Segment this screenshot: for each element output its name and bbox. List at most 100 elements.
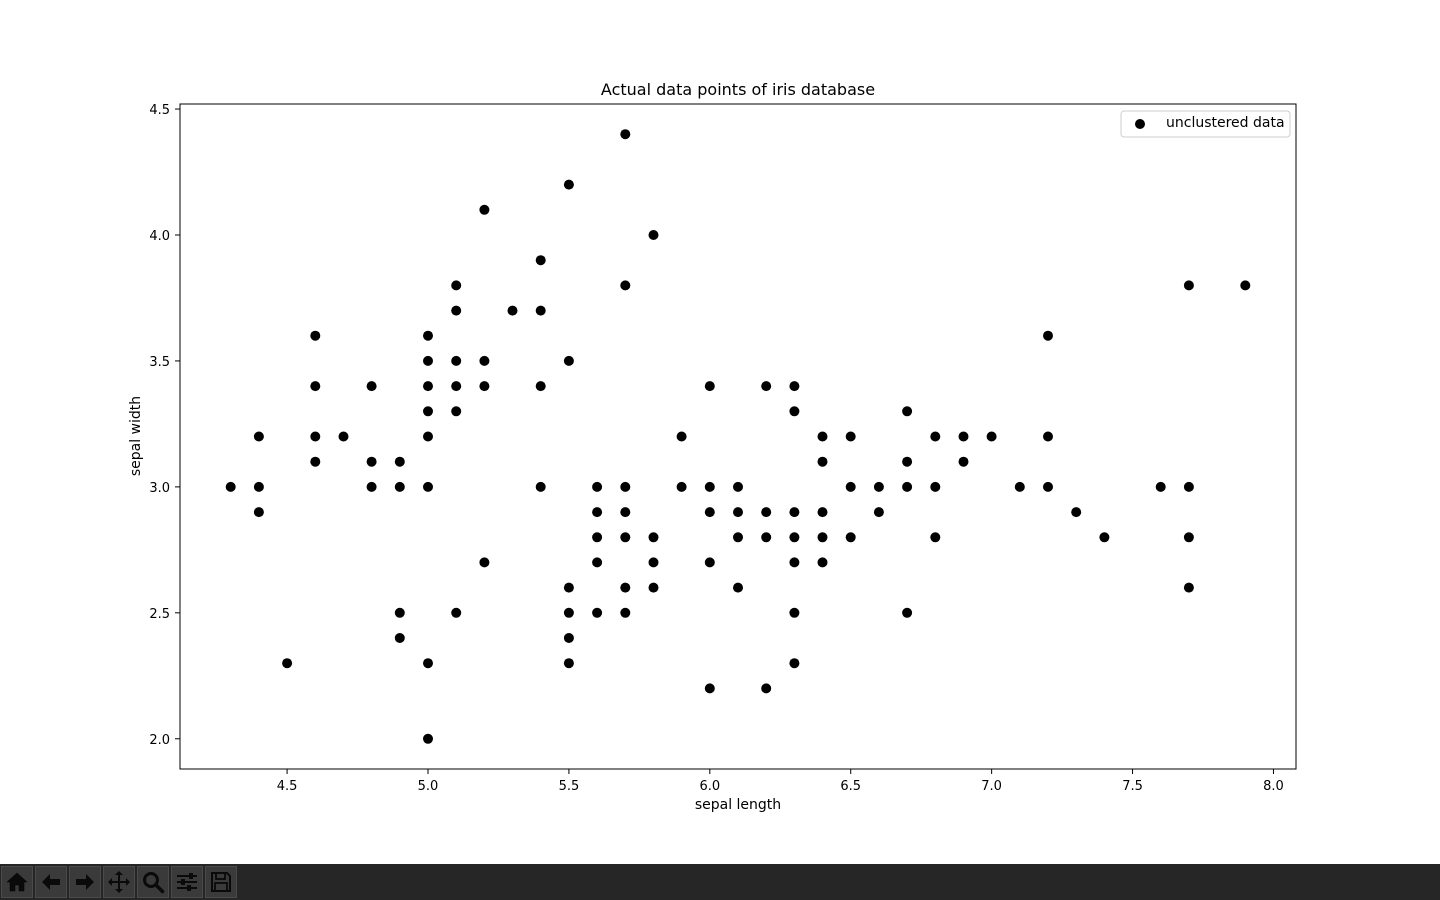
pan-button[interactable] [103, 866, 135, 898]
data-point [761, 532, 772, 543]
data-point [620, 532, 631, 543]
data-point [620, 280, 631, 291]
x-tick-label: 8.0 [1263, 779, 1284, 794]
configure-subplots-button[interactable] [171, 866, 203, 898]
data-point [423, 330, 433, 341]
legend-marker [1135, 119, 1145, 129]
data-point [704, 557, 715, 568]
data-points [225, 129, 1251, 744]
data-point [902, 406, 913, 417]
home-icon [6, 872, 28, 892]
data-point [563, 607, 574, 618]
data-point [902, 456, 913, 467]
data-point [310, 456, 321, 467]
data-point [873, 481, 884, 492]
legend: unclustered data [1120, 110, 1291, 138]
x-axis-label: sepal length [695, 797, 781, 813]
data-point [620, 507, 631, 518]
data-point [1155, 481, 1166, 492]
data-point [817, 557, 828, 568]
arrow-right-icon [76, 874, 94, 890]
y-axis-label: sepal width [128, 396, 144, 476]
data-point [958, 431, 969, 442]
data-point [648, 230, 659, 240]
data-point [451, 381, 462, 392]
legend-box [1120, 110, 1291, 138]
data-point [423, 355, 433, 366]
y-tick-label: 4.5 [149, 103, 170, 118]
data-point [845, 431, 856, 442]
data-point [451, 305, 462, 316]
data-point [789, 381, 800, 392]
data-point [620, 582, 631, 593]
arrow-left-icon [42, 874, 60, 890]
data-point [817, 532, 828, 543]
data-point [253, 481, 264, 492]
data-point [507, 305, 518, 316]
data-point [253, 431, 264, 442]
data-point [902, 607, 913, 618]
y-tick-label: 2.5 [149, 607, 170, 622]
y-axis-ticks: 2.0 2.5 3.0 3.5 4.0 4.5 [149, 103, 180, 748]
zoom-button[interactable] [137, 866, 169, 898]
data-point [845, 481, 856, 492]
scatter-chart[interactable]: Actual data points of iris database 4.5 5… [0, 0, 1440, 864]
forward-button[interactable] [69, 866, 101, 898]
data-point [930, 431, 941, 442]
magnifier-icon [143, 872, 165, 894]
y-tick-label: 2.0 [149, 733, 170, 748]
y-tick-label: 4.0 [149, 229, 170, 244]
data-point [930, 532, 941, 543]
floppy-disk-icon [211, 872, 231, 892]
data-point [789, 532, 800, 543]
data-point [648, 557, 659, 568]
data-point [592, 607, 603, 618]
data-point [592, 481, 603, 492]
data-point [902, 481, 913, 492]
data-point [620, 481, 631, 492]
navigation-toolbar [0, 864, 1440, 900]
data-point [761, 381, 772, 392]
data-point [282, 658, 293, 669]
data-point [789, 507, 800, 518]
data-point [479, 204, 490, 215]
data-point [733, 582, 743, 593]
data-point [592, 532, 603, 543]
data-point [338, 431, 349, 442]
data-point [704, 507, 715, 518]
x-tick-label: 7.5 [1122, 779, 1143, 794]
data-point [535, 305, 546, 316]
data-point [733, 507, 743, 518]
data-point [1183, 280, 1194, 291]
data-point [704, 381, 715, 392]
x-axis-ticks: 4.5 5.0 5.5 6.0 6.5 7.0 7.5 8.0 [277, 769, 1284, 794]
data-point [310, 431, 321, 442]
data-point [817, 431, 828, 442]
sliders-icon [177, 873, 197, 891]
data-point [986, 431, 997, 442]
save-button[interactable] [205, 866, 237, 898]
data-point [789, 557, 800, 568]
data-point [1240, 280, 1251, 291]
data-point [1183, 582, 1194, 593]
data-point [394, 481, 405, 492]
data-point [423, 733, 433, 744]
data-point [563, 658, 574, 669]
data-point [366, 381, 377, 392]
data-point [451, 355, 462, 366]
data-point [1043, 481, 1053, 492]
data-point [761, 683, 772, 694]
data-point [648, 582, 659, 593]
data-point [1014, 481, 1025, 492]
data-point [817, 456, 828, 467]
data-point [479, 557, 490, 568]
data-point [423, 431, 433, 442]
figure-canvas[interactable]: Actual data points of iris database 4.5 5… [0, 0, 1440, 864]
home-button[interactable] [1, 866, 33, 898]
data-point [423, 658, 433, 669]
data-point [592, 557, 603, 568]
data-point [1043, 330, 1053, 341]
back-button[interactable] [35, 866, 67, 898]
data-point [535, 255, 546, 266]
y-tick-label: 3.0 [149, 481, 170, 496]
